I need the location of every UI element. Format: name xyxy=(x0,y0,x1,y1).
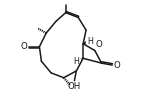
Text: O: O xyxy=(20,42,27,51)
Text: H: H xyxy=(87,37,93,46)
Text: O: O xyxy=(113,61,120,70)
Polygon shape xyxy=(83,41,86,44)
Text: OH: OH xyxy=(68,82,81,91)
Text: H: H xyxy=(73,57,79,66)
Text: O: O xyxy=(96,40,103,49)
